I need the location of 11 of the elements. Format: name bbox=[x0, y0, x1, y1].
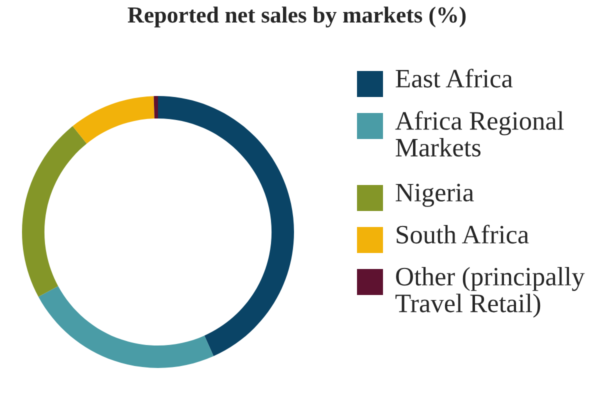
legend-label: Other (principally Travel Retail) bbox=[395, 267, 585, 318]
donut-slice bbox=[38, 286, 214, 368]
chart-title: Reported net sales by markets (%) bbox=[128, 6, 466, 28]
legend-label: Nigeria bbox=[396, 184, 474, 207]
donut-slice bbox=[72, 96, 154, 144]
legend-label: East Africa bbox=[396, 68, 513, 88]
donut-slice bbox=[158, 96, 294, 356]
legend-label: Africa Regional Markets bbox=[395, 111, 564, 157]
legend-label: South Africa bbox=[396, 224, 529, 244]
donut-slice bbox=[154, 96, 158, 118]
donut-slice bbox=[22, 126, 87, 297]
